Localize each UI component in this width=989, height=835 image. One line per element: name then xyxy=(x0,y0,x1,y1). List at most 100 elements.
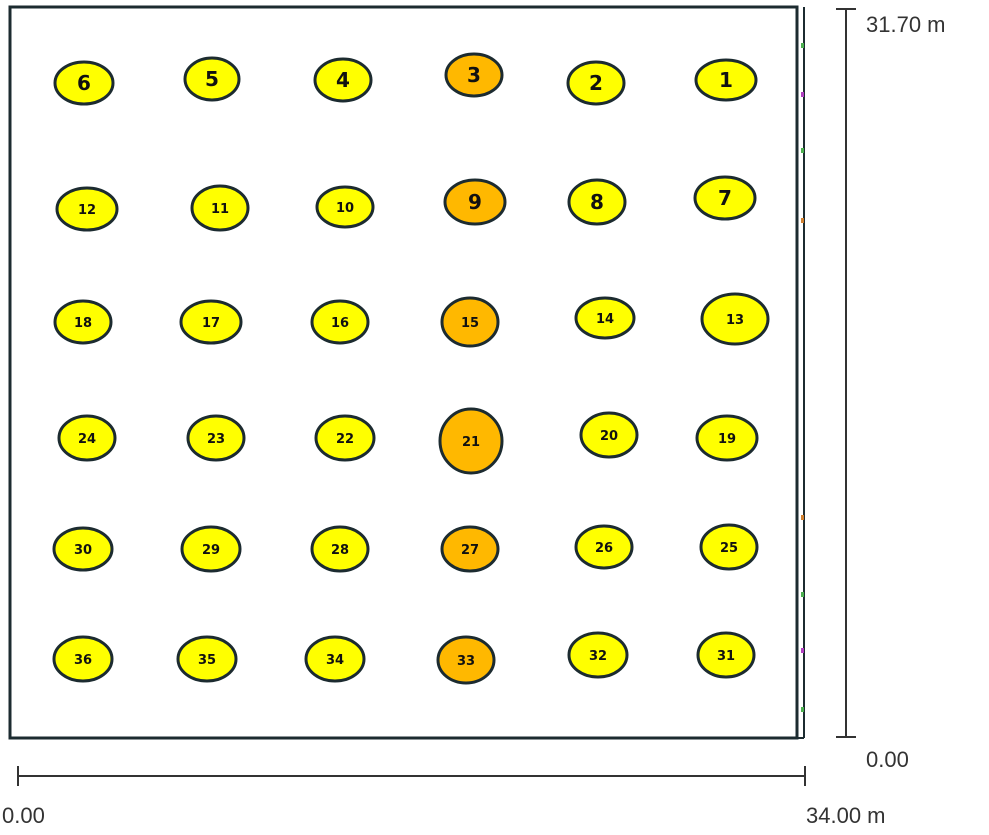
node-label: 27 xyxy=(461,543,479,558)
node-circle xyxy=(315,185,375,229)
node-circle xyxy=(310,299,370,345)
node-circle xyxy=(699,523,759,571)
node-circle xyxy=(694,58,758,102)
node-label: 29 xyxy=(202,543,220,558)
grid-node-34: 34 xyxy=(304,635,366,683)
node-circle xyxy=(567,178,627,226)
right-dimension: 31.70 m 0.00 xyxy=(836,8,946,772)
edge-marker xyxy=(801,648,804,653)
node-label: 22 xyxy=(336,432,354,447)
edge-marker xyxy=(801,592,804,597)
node-label: 31 xyxy=(717,649,735,664)
node-circle xyxy=(440,296,500,348)
edge-marker xyxy=(801,218,804,223)
node-label: 35 xyxy=(198,653,216,668)
edge-marker xyxy=(801,92,804,97)
node-circle xyxy=(444,52,504,98)
node-label: 24 xyxy=(78,432,96,447)
node-circle xyxy=(314,414,376,462)
node-label: 16 xyxy=(331,316,349,331)
node-label: 17 xyxy=(202,316,220,331)
node-label: 21 xyxy=(462,435,480,450)
node-label: 19 xyxy=(718,432,736,447)
node-circle xyxy=(574,524,634,570)
grid-node-31: 31 xyxy=(696,631,756,679)
grid-node-9: 9 xyxy=(443,178,507,226)
node-circle xyxy=(696,631,756,679)
node-circle xyxy=(310,525,370,573)
node-circle xyxy=(183,56,241,102)
node-circle xyxy=(700,292,770,346)
bottom-start-label: 0.00 xyxy=(2,803,45,828)
bottom-dimension: 0.00 34.00 m xyxy=(2,766,886,828)
plot-boundary xyxy=(8,5,799,740)
node-circle xyxy=(436,635,496,685)
node-circle xyxy=(53,60,115,106)
grid-node-6: 6 xyxy=(53,60,115,106)
grid-node-19: 19 xyxy=(695,414,759,462)
node-circle xyxy=(176,635,238,683)
node-circle xyxy=(52,635,114,683)
grid-node-21: 21 xyxy=(438,407,504,475)
node-label: 9 xyxy=(468,190,482,214)
node-circle xyxy=(567,631,629,679)
node-label: 28 xyxy=(331,543,349,558)
node-circle xyxy=(190,184,250,232)
node-circle xyxy=(443,178,507,226)
node-label: 8 xyxy=(590,190,604,214)
node-circle xyxy=(438,407,504,475)
node-circle xyxy=(186,414,246,462)
node-label: 2 xyxy=(589,71,603,95)
grid-node-27: 27 xyxy=(440,525,500,573)
grid-node-3: 3 xyxy=(444,52,504,98)
node-label: 26 xyxy=(595,541,613,556)
node-circle xyxy=(55,186,119,232)
node-label: 15 xyxy=(461,316,479,331)
edge-marker xyxy=(801,515,804,520)
grid-node-35: 35 xyxy=(176,635,238,683)
edge-marker xyxy=(801,707,804,712)
node-circle xyxy=(566,60,626,106)
grid-node-5: 5 xyxy=(183,56,241,102)
node-label: 1 xyxy=(719,68,733,92)
grid-node-30: 30 xyxy=(52,526,114,572)
grid-node-32: 32 xyxy=(567,631,629,679)
grid-node-7: 7 xyxy=(693,175,757,221)
edge-marker xyxy=(801,43,804,48)
grid-node-33: 33 xyxy=(436,635,496,685)
node-label: 36 xyxy=(74,653,92,668)
grid-node-22: 22 xyxy=(314,414,376,462)
grid-node-25: 25 xyxy=(699,523,759,571)
node-label: 34 xyxy=(326,653,344,668)
node-circle xyxy=(574,296,636,340)
right-start-label: 0.00 xyxy=(866,747,909,772)
node-circle xyxy=(579,411,639,459)
grid-node-20: 20 xyxy=(579,411,639,459)
node-label: 10 xyxy=(336,201,354,216)
node-label: 11 xyxy=(211,202,229,217)
grid-node-14: 14 xyxy=(574,296,636,340)
node-circle xyxy=(53,299,113,345)
grid-node-36: 36 xyxy=(52,635,114,683)
grid-node-11: 11 xyxy=(190,184,250,232)
node-label: 3 xyxy=(467,63,481,87)
node-circle xyxy=(52,526,114,572)
grid-node-13: 13 xyxy=(700,292,770,346)
grid-node-12: 12 xyxy=(55,186,119,232)
node-label: 30 xyxy=(74,543,92,558)
grid-node-10: 10 xyxy=(315,185,375,229)
node-circle xyxy=(304,635,366,683)
node-label: 4 xyxy=(336,68,350,92)
grid-node-24: 24 xyxy=(57,414,117,462)
right-end-label: 31.70 m xyxy=(866,12,946,37)
grid-node-17: 17 xyxy=(179,299,243,345)
node-label: 18 xyxy=(74,316,92,331)
node-circle xyxy=(180,525,242,573)
edge-marker xyxy=(801,148,804,153)
node-label: 25 xyxy=(720,541,738,556)
node-label: 20 xyxy=(600,429,618,444)
node-circle xyxy=(695,414,759,462)
node-label: 5 xyxy=(205,67,219,91)
grid-node-8: 8 xyxy=(567,178,627,226)
